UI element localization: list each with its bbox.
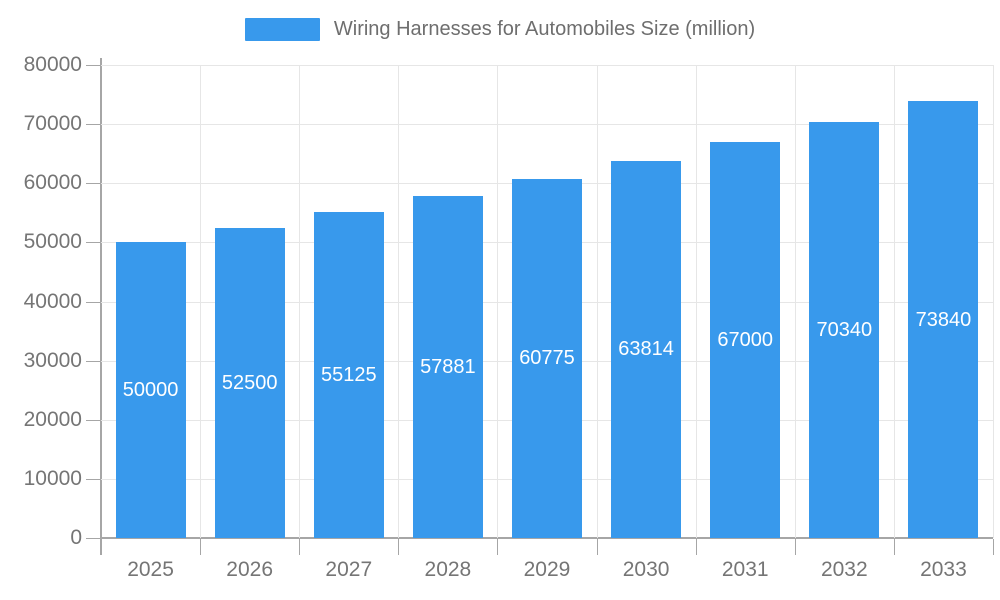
y-axis-tick [86, 183, 101, 185]
x-axis-line [101, 537, 993, 539]
legend-label: Wiring Harnesses for Automobiles Size (m… [333, 18, 756, 40]
x-axis-tick [299, 539, 301, 555]
x-axis-label: 2028 [424, 558, 472, 581]
x-axis-tick [893, 539, 895, 555]
bar-value-label: 60775 [519, 347, 575, 370]
gridline-vertical [398, 65, 400, 538]
gridline-horizontal [101, 124, 993, 126]
y-axis-label: 0 [70, 526, 82, 549]
x-axis-tick [398, 539, 400, 555]
y-axis-label: 70000 [23, 112, 82, 136]
x-axis-label: 2030 [622, 558, 670, 581]
gridline-vertical [794, 65, 796, 538]
y-axis-label: 30000 [23, 348, 82, 372]
bar-value-label: 52500 [221, 371, 278, 394]
y-axis-tick [86, 65, 101, 66]
y-axis-label: 20000 [23, 407, 82, 431]
bar-value-label: 67000 [717, 328, 774, 351]
x-axis-label: 2033 [920, 558, 967, 581]
x-axis-tick [497, 539, 499, 555]
x-axis-label: 2029 [523, 558, 571, 581]
bar-value-label: 70340 [816, 319, 873, 342]
y-axis-label: 10000 [23, 466, 82, 490]
bar-2025: 50000 [115, 242, 186, 538]
y-axis-tick [86, 419, 101, 421]
gridline-vertical [893, 65, 895, 538]
y-axis-tick [86, 478, 101, 480]
x-axis-tick [596, 539, 598, 555]
plot-area: 50000 52500 55125 57881 60775 63814 67000 70340… [101, 65, 994, 538]
y-axis-tick [86, 124, 101, 126]
x-axis-tick [101, 539, 102, 555]
y-axis-tick [86, 242, 101, 244]
gridline-vertical [299, 65, 301, 538]
y-axis-tick [86, 301, 101, 303]
y-axis-tick [86, 538, 101, 539]
bar-2027: 55125 [313, 212, 384, 538]
y-axis-tick [86, 360, 101, 362]
gridline-vertical [695, 65, 697, 538]
bar-2033: 73840 [908, 101, 979, 538]
gridline-vertical [596, 65, 598, 538]
gridline-horizontal [101, 65, 993, 66]
x-axis-tick [200, 539, 202, 555]
gridline-vertical [200, 65, 202, 538]
x-axis-tick [794, 539, 796, 555]
x-axis-label: 2031 [721, 558, 769, 581]
y-axis-label: 50000 [23, 230, 82, 254]
legend-swatch-icon [244, 18, 320, 41]
y-axis-label: 80000 [23, 53, 82, 76]
y-axis-label: 40000 [23, 289, 82, 313]
bar-2029: 60775 [512, 178, 582, 538]
x-axis-label: 2026 [226, 558, 274, 581]
y-axis-label: 60000 [23, 171, 82, 195]
legend[interactable]: Wiring Harnesses for Automobiles Size (m… [0, 18, 1000, 41]
bar-value-label: 50000 [122, 379, 179, 402]
bar-2031: 67000 [710, 141, 781, 538]
bar-2030: 63814 [611, 160, 682, 538]
y-axis-line [100, 58, 102, 555]
gridline-vertical [993, 65, 994, 538]
bar-2028: 57881 [412, 195, 483, 538]
bar-value-label: 63814 [618, 338, 674, 361]
x-axis-tick [993, 539, 994, 555]
x-axis-tick [695, 539, 697, 555]
x-axis-label: 2032 [820, 558, 868, 581]
bar-value-label: 73840 [915, 308, 972, 331]
x-axis-label: 2025 [127, 558, 174, 581]
bar-2026: 52500 [214, 227, 285, 538]
gridline-vertical [497, 65, 499, 538]
bar-value-label: 55125 [320, 364, 377, 387]
x-axis-label: 2027 [325, 558, 373, 581]
bar-2032: 70340 [809, 122, 880, 538]
bar-value-label: 57881 [420, 355, 476, 378]
